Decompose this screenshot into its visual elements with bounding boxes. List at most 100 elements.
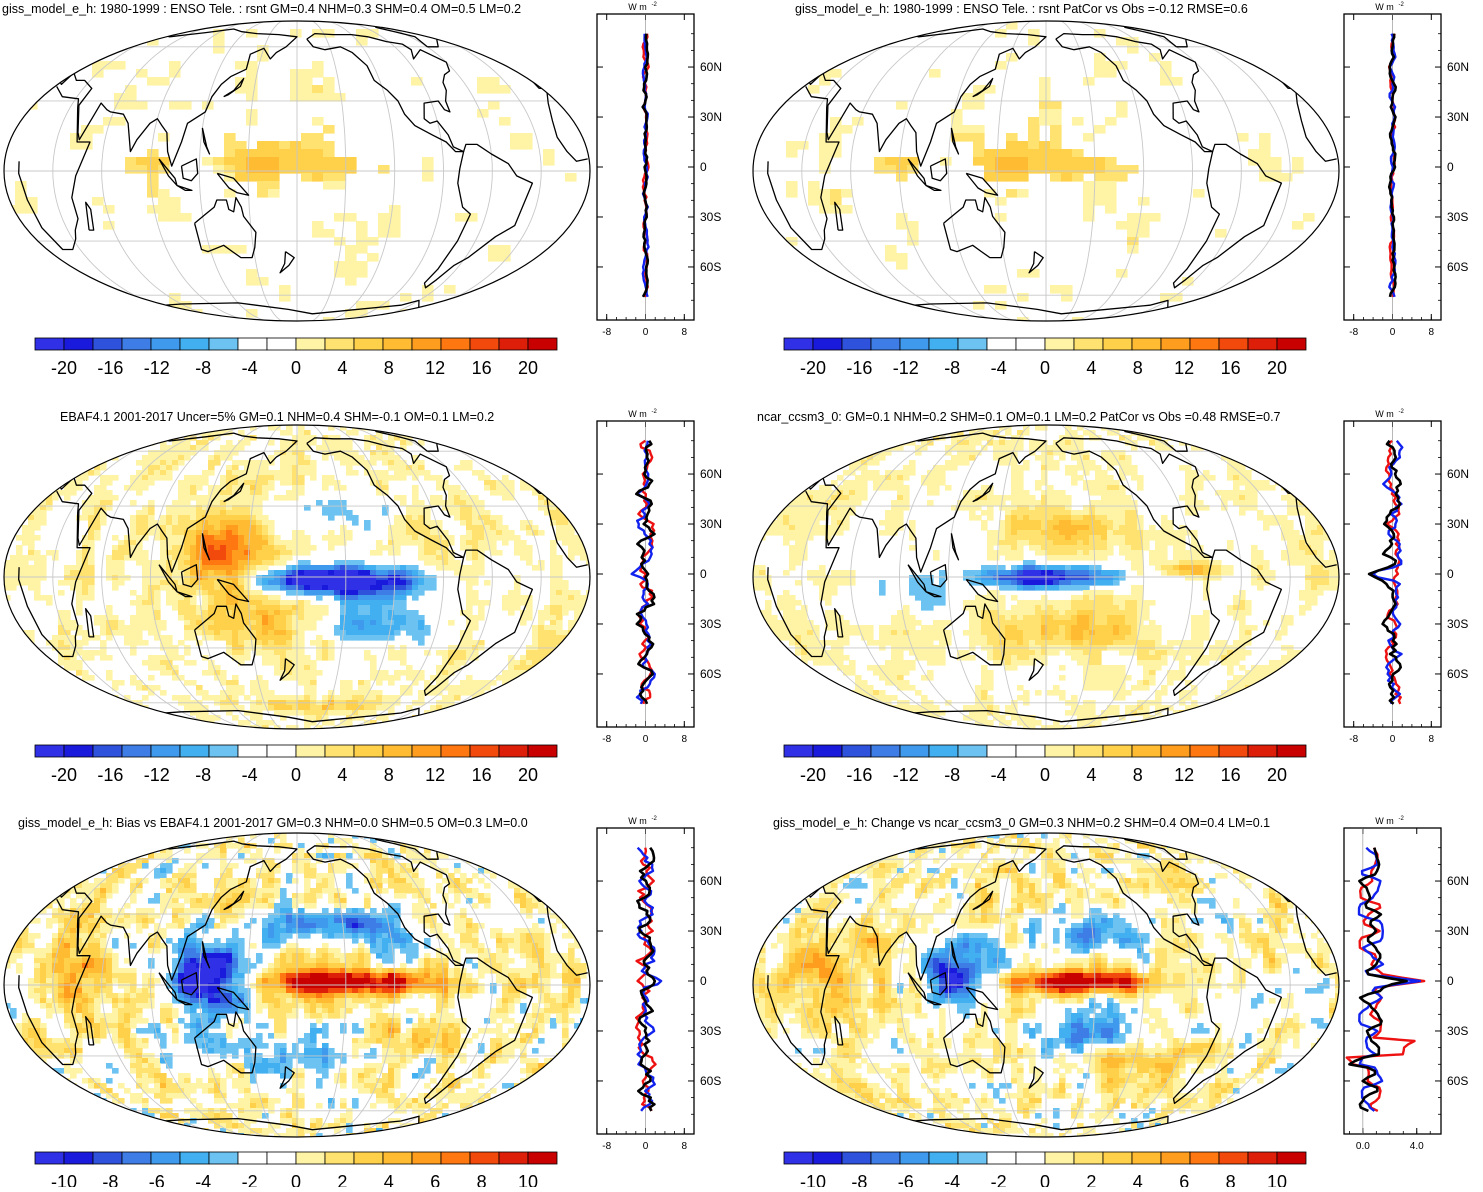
colorbar-tick-label: 4 [337,358,347,378]
field-cell [973,125,985,134]
field-cell [292,475,299,481]
field-cell [382,470,389,476]
field-cell [196,480,203,486]
field-cell [1125,530,1132,536]
field-cell [843,490,850,496]
field-cell [208,515,215,521]
field-cell [148,620,155,626]
field-cell [801,515,808,521]
field-cell [268,610,275,616]
field-cell [532,650,539,656]
field-cell [1059,490,1066,496]
field-cell [250,490,257,496]
field-cell [323,93,335,102]
field-cell [424,470,431,476]
field-cell [184,510,191,516]
field-cell [550,620,557,626]
field-cell [1125,555,1132,561]
field-cell [142,515,149,521]
field-cell [224,165,236,174]
field-cell [1047,550,1054,556]
field-cell [220,475,227,481]
field-cell [1101,490,1108,496]
field-cell [1179,465,1186,471]
field-cell [178,530,185,536]
field-cell [328,545,335,551]
field-cell [1047,570,1054,576]
field-cell [1233,470,1240,476]
field-cell [472,555,479,561]
field-cell [88,585,95,591]
field-cell [376,695,383,701]
field-cell [352,620,359,626]
field-cell [22,640,29,646]
field-cell [130,680,137,686]
field-cell [1317,545,1324,551]
field-cell [250,545,257,551]
field-cell [202,580,209,586]
field-cell [196,485,203,491]
field-cell [1035,545,1042,551]
field-cell [808,197,820,206]
field-cell [556,605,563,611]
field-cell [292,535,299,541]
field-cell [448,535,455,541]
field-cell [478,475,485,481]
field-cell [238,495,245,501]
field-cell [1089,535,1096,541]
field-cell [106,495,113,501]
field-cell [903,500,910,506]
field-cell [70,620,77,626]
field-cell [849,490,856,496]
field-cell [436,560,443,566]
field-cell [340,510,347,516]
field-cell [412,630,419,636]
field-cell [454,685,461,691]
field-cell [274,595,281,601]
field-cell [124,575,131,581]
field-cell [304,550,311,556]
field-cell [256,620,263,626]
field-cell [1039,165,1051,174]
field-cell [328,575,335,581]
field-cell [963,570,970,576]
colorbar-swatch [238,338,267,350]
field-cell [208,715,215,721]
field-cell [169,61,181,70]
field-cell [286,540,293,546]
field-cell [172,535,179,541]
field-cell [356,269,368,278]
field-cell [190,585,197,591]
field-cell [400,725,407,731]
field-cell [340,440,347,446]
field-cell [178,510,185,516]
field-cell [304,585,311,591]
field-cell [1065,470,1072,476]
field-cell [154,595,161,601]
field-cell [88,575,95,581]
field-cell [178,605,185,611]
field-cell [484,695,491,701]
field-cell [406,690,413,696]
field-cell [1089,435,1096,441]
field-cell [364,615,371,621]
field-cell [1065,555,1072,561]
field-cell [286,490,293,496]
field-cell [466,555,473,561]
field-cell [444,29,456,38]
field-cell [256,490,263,496]
field-cell [208,695,215,701]
field-cell [1227,545,1234,551]
field-cell [106,450,113,456]
field-cell [1119,545,1126,551]
field-cell [244,565,251,571]
field-cell [202,470,209,476]
field-cell [406,675,413,681]
profile-x-label: 0 [643,734,649,745]
coastline-indonesia2 [182,159,198,181]
field-cell [1083,460,1090,466]
field-cell [34,555,41,561]
field-cell [1113,485,1120,491]
field-cell [1191,540,1198,546]
field-cell [298,655,305,661]
